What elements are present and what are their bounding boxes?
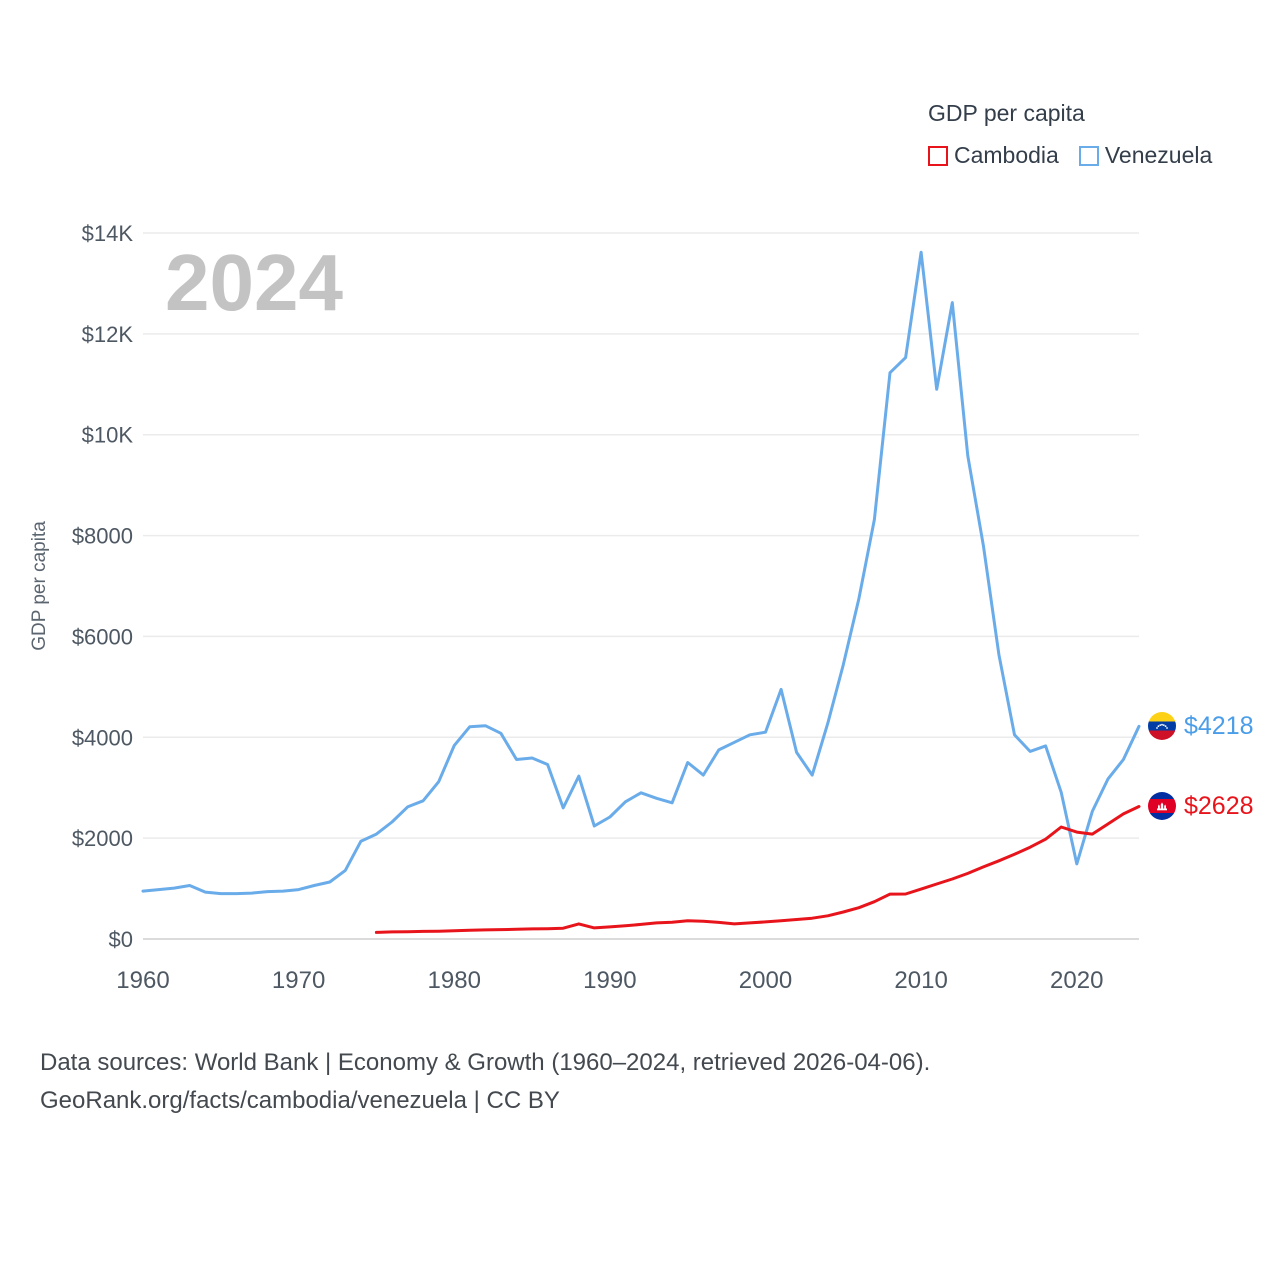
cambodia-end-value: $2628 [1184, 791, 1254, 820]
venezuela-end-value: $4218 [1184, 711, 1254, 740]
y-tick-label: $12K [82, 322, 134, 347]
attribution-line: GeoRank.org/facts/cambodia/venezuela | C… [40, 1087, 560, 1114]
cambodia-flag-icon [1148, 792, 1176, 820]
legend-title: GDP per capita [928, 100, 1085, 126]
cambodia-line [374, 805, 1141, 934]
venezuela-legend-swatch [1078, 145, 1099, 166]
series-lines [141, 250, 1141, 934]
y-axis-ticks: $0 $2000 $4000 $6000 $8000 $10K $12K $14K [72, 221, 134, 952]
y-tick-label: $8000 [72, 524, 133, 549]
x-tick-label: 1980 [428, 967, 481, 994]
x-tick-label: 1970 [272, 967, 325, 994]
y-axis-title: GDP per capita [29, 521, 50, 651]
x-axis-ticks: 1960 1970 1980 1990 2000 2010 2020 [116, 967, 1103, 994]
venezuela-line [141, 250, 1141, 896]
x-tick-label: 2020 [1050, 967, 1103, 994]
x-tick-label: 1990 [583, 967, 636, 994]
y-tick-label: $4000 [72, 725, 133, 750]
y-tick-label: $6000 [72, 624, 133, 649]
cambodia-end-label: $2628 [1148, 791, 1254, 821]
y-tick-label: $10K [82, 423, 134, 448]
venezuela-flag-icon [1148, 712, 1176, 740]
data-sources-line: Data sources: World Bank | Economy & Gro… [40, 1049, 931, 1076]
legend: GDP per capita Cambodia Venezuela [928, 100, 1212, 169]
x-tick-label: 1960 [116, 967, 169, 994]
legend-item-venezuela[interactable]: Venezuela [1078, 142, 1213, 169]
watermark-year: 2024 [165, 238, 343, 327]
y-tick-label: $0 [109, 927, 133, 952]
venezuela-end-label: $4218 [1148, 711, 1254, 741]
y-tick-label: $2000 [72, 826, 133, 851]
legend-item-cambodia[interactable]: Cambodia [928, 142, 1059, 169]
legend-items: Cambodia Venezuela [928, 142, 1212, 169]
y-tick-label: $14K [82, 221, 134, 246]
footer: Data sources: World Bank | Economy & Gro… [40, 1044, 1190, 1120]
x-tick-label: 2000 [739, 967, 792, 994]
venezuela-legend-label: Venezuela [1104, 142, 1213, 168]
gdp-line-chart: 2024 GDP per capita $0 $2000 $4000 $6000 $80… [29, 221, 1141, 994]
gridlines [143, 232, 1139, 940]
x-tick-label: 2010 [894, 967, 947, 994]
cambodia-legend-swatch [928, 145, 948, 166]
cambodia-legend-label: Cambodia [954, 142, 1059, 168]
